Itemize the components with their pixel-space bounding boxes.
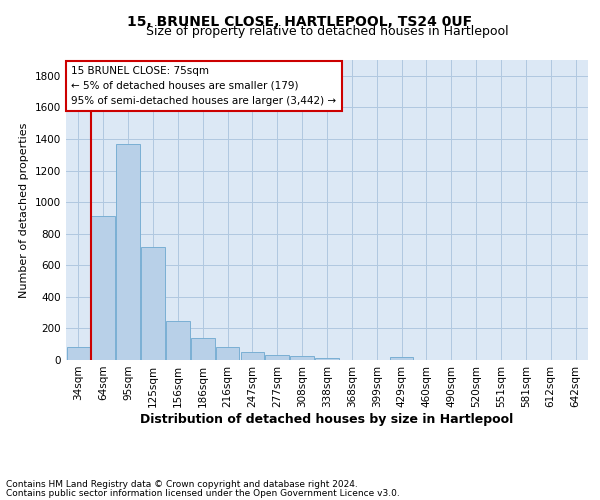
Text: 15 BRUNEL CLOSE: 75sqm
← 5% of detached houses are smaller (179)
95% of semi-det: 15 BRUNEL CLOSE: 75sqm ← 5% of detached … xyxy=(71,66,337,106)
Bar xyxy=(265,356,289,360)
Bar xyxy=(241,352,264,360)
Bar xyxy=(67,346,90,360)
Bar xyxy=(91,216,115,360)
Text: Contains public sector information licensed under the Open Government Licence v3: Contains public sector information licen… xyxy=(6,489,400,498)
Bar xyxy=(290,356,314,360)
Title: Size of property relative to detached houses in Hartlepool: Size of property relative to detached ho… xyxy=(146,25,508,38)
Bar xyxy=(315,358,339,360)
Bar xyxy=(216,346,239,360)
Text: Contains HM Land Registry data © Crown copyright and database right 2024.: Contains HM Land Registry data © Crown c… xyxy=(6,480,358,489)
Bar xyxy=(166,320,190,360)
X-axis label: Distribution of detached houses by size in Hartlepool: Distribution of detached houses by size … xyxy=(140,412,514,426)
Bar xyxy=(116,144,140,360)
Bar xyxy=(191,338,215,360)
Y-axis label: Number of detached properties: Number of detached properties xyxy=(19,122,29,298)
Bar xyxy=(390,357,413,360)
Bar xyxy=(141,247,165,360)
Text: 15, BRUNEL CLOSE, HARTLEPOOL, TS24 0UF: 15, BRUNEL CLOSE, HARTLEPOOL, TS24 0UF xyxy=(127,15,473,29)
